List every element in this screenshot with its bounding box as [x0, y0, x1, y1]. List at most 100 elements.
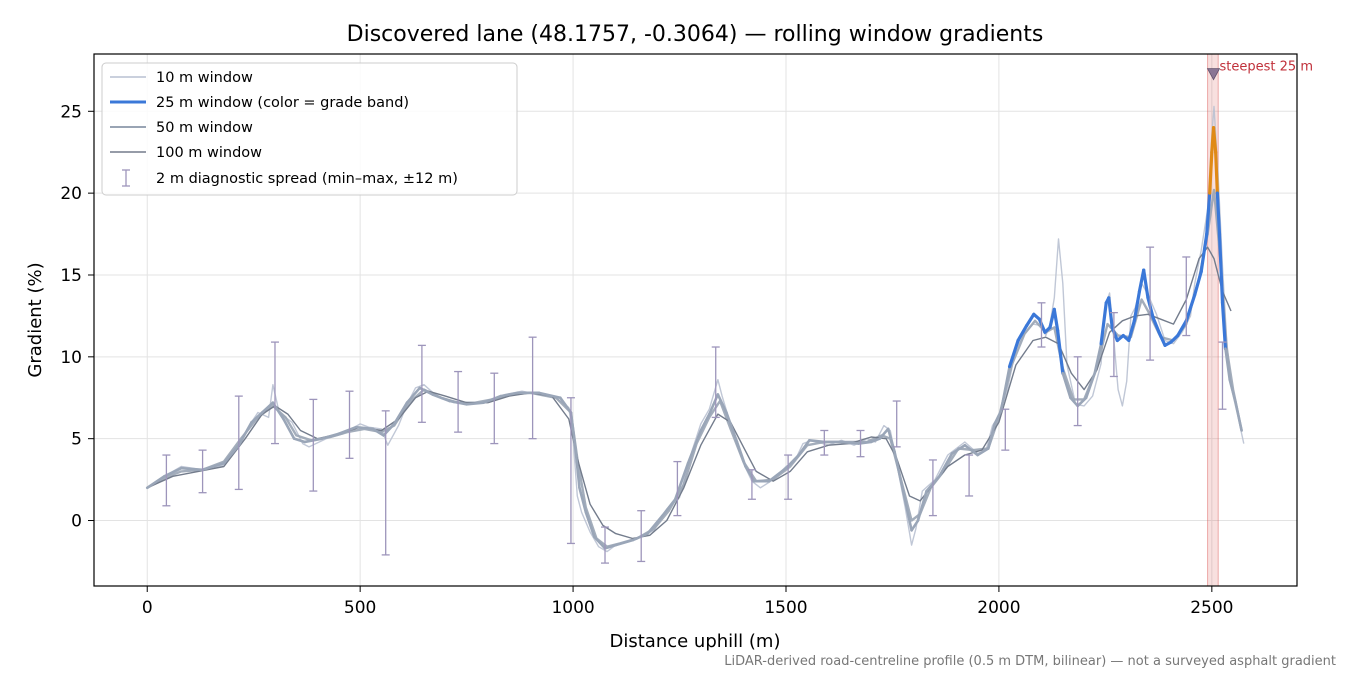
- series-25m-segment: [392, 401, 409, 426]
- series-25m-segment: [1208, 150, 1214, 195]
- series-25m-segment: [716, 393, 728, 414]
- errorbar: [820, 429, 829, 456]
- series-25m-segment: [986, 422, 996, 450]
- series-25m-segment: [1007, 338, 1020, 369]
- y-tick-label: 20: [60, 184, 82, 204]
- errorbar: [637, 510, 646, 563]
- series-25m-segment: [901, 489, 913, 532]
- series-25m-segment: [646, 514, 664, 535]
- plot-frame: [93, 53, 1298, 587]
- series-25m-segment: [1142, 268, 1150, 300]
- series-25m-segment: [725, 411, 739, 444]
- series-25m-segment: [320, 432, 341, 440]
- errorbar: [965, 454, 974, 497]
- series-25m-segment: [686, 429, 703, 465]
- series-25m-segment: [1211, 126, 1218, 154]
- series-25m-segment: [337, 425, 358, 436]
- series-25m-segment: [578, 486, 588, 514]
- series-25m-segment: [237, 421, 253, 447]
- errorbar: [711, 346, 720, 419]
- series-25m-segment: [1084, 371, 1097, 400]
- series-25m-segment: [1205, 191, 1212, 236]
- series-25m-segment: [465, 401, 485, 406]
- series-25m-segment: [1056, 329, 1065, 375]
- errorbar: [1182, 256, 1191, 337]
- errorbar: [856, 429, 865, 458]
- errorbar: [198, 449, 207, 494]
- series-25m-segment: [1069, 396, 1079, 408]
- errorbar: [1073, 356, 1082, 427]
- series-25m-segment: [431, 393, 451, 403]
- legend-label-25m: 25 m window (color = grade band): [156, 95, 409, 111]
- errorbar: [1218, 341, 1227, 410]
- series-25m-segment: [1076, 396, 1088, 408]
- errorbar: [528, 336, 537, 440]
- series-25m-segment: [603, 543, 617, 550]
- series-25m-segment: [537, 391, 562, 400]
- series-25m-segment: [1220, 301, 1228, 351]
- y-axis-label: Gradient (%): [25, 262, 46, 377]
- series-25m-segment: [808, 439, 826, 444]
- errorbar: [928, 459, 937, 517]
- series-25m-segment: [999, 365, 1011, 413]
- series-25m-segment: [708, 393, 720, 416]
- series-25m-segment: [405, 386, 422, 404]
- series-25m-segment: [1193, 270, 1203, 297]
- series-25m-segment: [162, 466, 183, 478]
- errorbar: [490, 372, 499, 445]
- series-25m-segment: [1224, 347, 1232, 382]
- errorbar: [673, 460, 682, 517]
- axis-ticks: 0 500 1000 1500 2000 2500 0 5 10 15 20 25: [60, 102, 1233, 618]
- errorbar: [784, 454, 793, 500]
- legend-swatch-errorbar: [122, 169, 130, 187]
- errorbar: [1109, 311, 1118, 378]
- series-25m-segment: [910, 519, 920, 532]
- series-25m-segment: [1132, 289, 1142, 323]
- series-25m-segment: [1214, 150, 1219, 195]
- series-25m-segment: [1233, 399, 1243, 432]
- legend-label-100m: 100 m window: [156, 145, 262, 161]
- series-25m-segment: [1199, 232, 1209, 274]
- series-25m-segment: [631, 532, 649, 542]
- errorbar: [1146, 246, 1155, 361]
- series-25m-segment: [201, 461, 226, 472]
- series-25m-segment: [744, 465, 756, 483]
- series-25m-segment: [1184, 293, 1197, 323]
- series-25m-segment: [699, 412, 711, 432]
- series-25m-segment: [767, 466, 788, 483]
- series-25m-segment: [222, 443, 241, 465]
- series-25m-segment: [593, 535, 607, 550]
- legend: 10 m window 25 m window (color = grade b…: [101, 62, 518, 196]
- series-25m-segment: [354, 425, 375, 431]
- errorbar: [234, 395, 243, 491]
- x-tick-label: 500: [344, 598, 376, 618]
- errorbar: [162, 454, 171, 507]
- series-25m-segment: [179, 466, 204, 472]
- x-tick-label: 0: [142, 598, 153, 618]
- series-25m-segment: [1217, 232, 1225, 305]
- series-25m-segment: [1176, 319, 1188, 338]
- series-layer: [145, 105, 1245, 553]
- series-25m-segment: [573, 445, 581, 490]
- series-25m-segment: [292, 437, 307, 444]
- series-25m-segment: [260, 401, 275, 414]
- series-25m-segment: [1052, 307, 1060, 333]
- series-25m-segment: [1127, 319, 1136, 343]
- series-25m-segment: [993, 409, 1003, 426]
- errorbar: [1037, 302, 1046, 348]
- y-tick-label: 10: [60, 348, 82, 368]
- series-25m-segment: [937, 452, 954, 478]
- series-25m-segment: [1228, 378, 1237, 403]
- x-tick-label: 1000: [551, 598, 594, 618]
- errorbar: [566, 397, 575, 545]
- series-25m-segment: [797, 439, 811, 457]
- series-25m-segment: [976, 447, 990, 457]
- legend-box: [101, 62, 518, 196]
- series-25m-segment: [840, 440, 860, 445]
- errorbar: [747, 469, 756, 500]
- series-25m-segment: [886, 427, 896, 454]
- x-tick-label: 2000: [977, 598, 1020, 618]
- series-25m-segment: [1093, 342, 1103, 375]
- y-tick-label: 0: [71, 512, 82, 532]
